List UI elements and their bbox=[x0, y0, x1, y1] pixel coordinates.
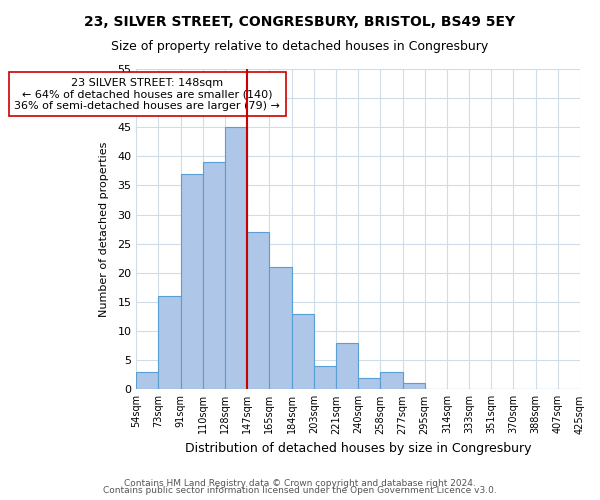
Text: 23 SILVER STREET: 148sqm
← 64% of detached houses are smaller (140)
36% of semi-: 23 SILVER STREET: 148sqm ← 64% of detach… bbox=[14, 78, 280, 111]
Bar bbox=[247, 232, 269, 390]
Bar bbox=[336, 342, 358, 390]
Bar bbox=[380, 372, 403, 390]
Bar bbox=[292, 314, 314, 390]
Text: Size of property relative to detached houses in Congresbury: Size of property relative to detached ho… bbox=[112, 40, 488, 53]
Bar bbox=[225, 127, 247, 390]
Bar bbox=[158, 296, 181, 390]
Bar bbox=[358, 378, 380, 390]
Bar bbox=[203, 162, 225, 390]
Y-axis label: Number of detached properties: Number of detached properties bbox=[99, 142, 109, 317]
Text: 23, SILVER STREET, CONGRESBURY, BRISTOL, BS49 5EY: 23, SILVER STREET, CONGRESBURY, BRISTOL,… bbox=[85, 15, 515, 29]
Bar bbox=[403, 384, 425, 390]
Bar bbox=[314, 366, 336, 390]
Bar bbox=[269, 267, 292, 390]
Text: Contains public sector information licensed under the Open Government Licence v3: Contains public sector information licen… bbox=[103, 486, 497, 495]
Text: Contains HM Land Registry data © Crown copyright and database right 2024.: Contains HM Land Registry data © Crown c… bbox=[124, 478, 476, 488]
X-axis label: Distribution of detached houses by size in Congresbury: Distribution of detached houses by size … bbox=[185, 442, 532, 455]
Bar bbox=[181, 174, 203, 390]
Bar bbox=[136, 372, 158, 390]
